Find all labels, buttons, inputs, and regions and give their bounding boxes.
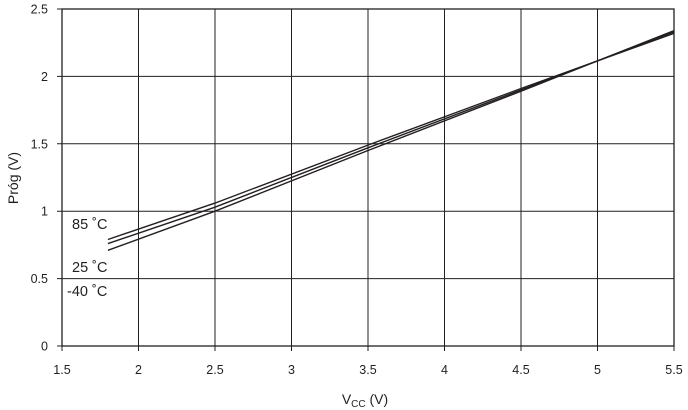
x-tick-label: 5.5 bbox=[665, 363, 682, 377]
x-axis-title-unit: (V) bbox=[366, 391, 389, 407]
series-label-85c: 85 ˚C bbox=[72, 217, 107, 233]
x-tick-label: 2.5 bbox=[206, 363, 223, 377]
x-axis-title-subscript: CC bbox=[351, 399, 365, 410]
y-axis-title: Próg (V) bbox=[5, 152, 21, 204]
y-tick-label: 2 bbox=[41, 70, 48, 84]
x-tick-label: 2 bbox=[135, 363, 142, 377]
y-tick-label: 0.5 bbox=[31, 272, 48, 286]
x-axis-title: VCC (V) bbox=[342, 391, 388, 410]
y-tick-label: 1 bbox=[41, 205, 48, 219]
x-tick-label: 4.5 bbox=[512, 363, 529, 377]
x-tick-label: 4 bbox=[441, 363, 448, 377]
y-tick-label: 1.5 bbox=[31, 137, 48, 151]
series-label-minus40c: -40 ˚C bbox=[67, 284, 107, 300]
x-tick-label: 3 bbox=[288, 363, 295, 377]
x-tick-labels: 1.5 2 2.5 3 3.5 4 4.5 5 5.5 bbox=[53, 363, 682, 377]
x-tick-label: 5 bbox=[594, 363, 601, 377]
y-tick-labels: 0 0.5 1 1.5 2 2.5 bbox=[31, 3, 48, 354]
plot-frame bbox=[61, 8, 675, 347]
y-tick-label: 0 bbox=[41, 340, 48, 354]
series-line-2 bbox=[107, 29, 675, 251]
x-tick-label: 1.5 bbox=[53, 363, 70, 377]
x-axis-title-v: V bbox=[342, 391, 352, 407]
y-tick-label: 2.5 bbox=[31, 3, 48, 17]
series-label-25c: 25 ˚C bbox=[72, 260, 107, 276]
grid bbox=[57, 8, 675, 351]
x-tick-label: 3.5 bbox=[359, 363, 376, 377]
series-group bbox=[107, 29, 675, 251]
